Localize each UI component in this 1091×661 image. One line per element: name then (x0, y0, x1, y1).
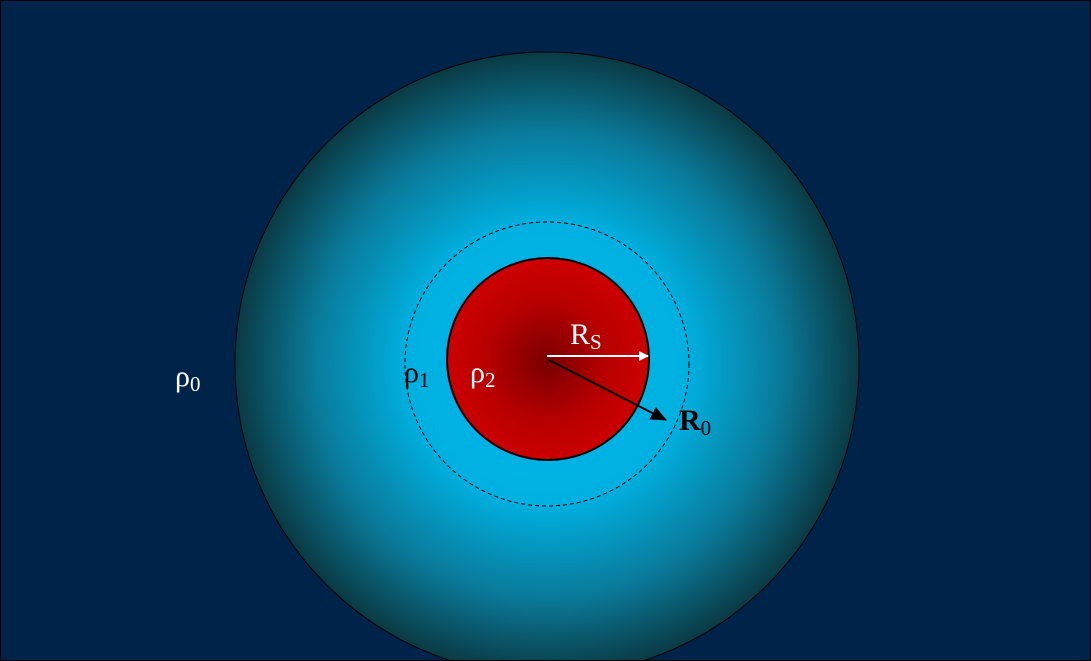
core-sphere (446, 257, 650, 461)
label-base: ρ (470, 356, 485, 389)
label-r0: R0 (679, 404, 711, 440)
label-rho1: ρ1 (404, 356, 429, 392)
label-base: R (570, 318, 590, 351)
dashed-circle (404, 221, 690, 507)
label-sub: S (590, 330, 602, 354)
label-base: ρ (175, 360, 190, 393)
label-base: R (679, 404, 701, 437)
label-sub: 2 (485, 368, 496, 392)
position-arrow (548, 359, 667, 421)
label-base: ρ (404, 356, 419, 389)
label-rs: RS (570, 318, 602, 354)
label-sub: 1 (419, 368, 430, 392)
label-sub: 0 (190, 372, 201, 396)
label-rho2: ρ2 (470, 356, 495, 392)
label-rho0: ρ0 (175, 360, 200, 396)
label-sub: 0 (701, 416, 712, 440)
